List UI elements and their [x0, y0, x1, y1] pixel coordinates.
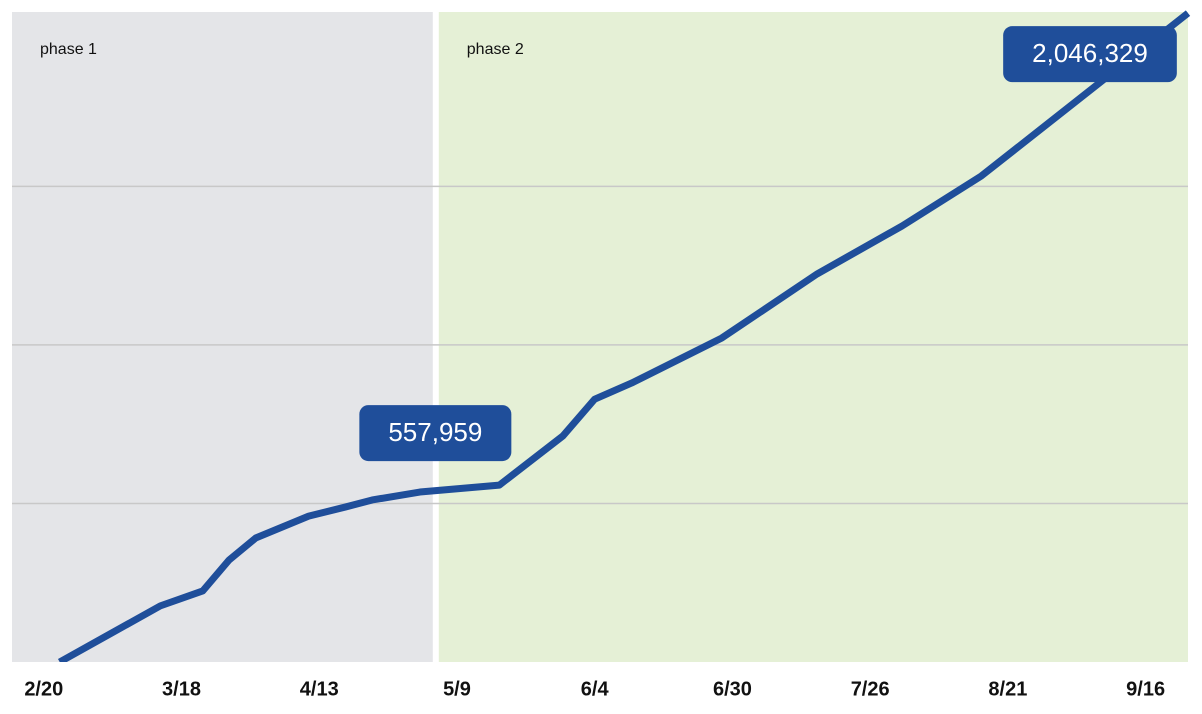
- x-tick-label: 5/9: [443, 678, 471, 700]
- x-tick-label: 4/13: [300, 678, 339, 700]
- annotation-box: [1003, 26, 1177, 83]
- phase-label: phase 2: [467, 41, 524, 58]
- phase-label: phase 1: [40, 41, 97, 58]
- x-tick-label: 3/18: [162, 678, 201, 700]
- annotation-label: 557,959: [388, 417, 482, 447]
- x-tick-label: 6/30: [713, 678, 752, 700]
- x-tick-label: 9/16: [1126, 678, 1165, 700]
- phase-region: [12, 12, 433, 662]
- data-line: [57, 10, 1191, 662]
- phase-region: [438, 12, 1188, 662]
- x-tick-label: 2/20: [24, 678, 63, 700]
- annotation-box: [359, 405, 512, 462]
- x-tick-label: 6/4: [581, 678, 610, 700]
- x-tick-label: 8/21: [988, 678, 1027, 700]
- x-tick-label: 7/26: [851, 678, 890, 700]
- annotation-label: 2,046,329: [1032, 38, 1148, 68]
- annotation: 557,959: [359, 405, 512, 462]
- annotation: 2,046,329: [1003, 26, 1177, 83]
